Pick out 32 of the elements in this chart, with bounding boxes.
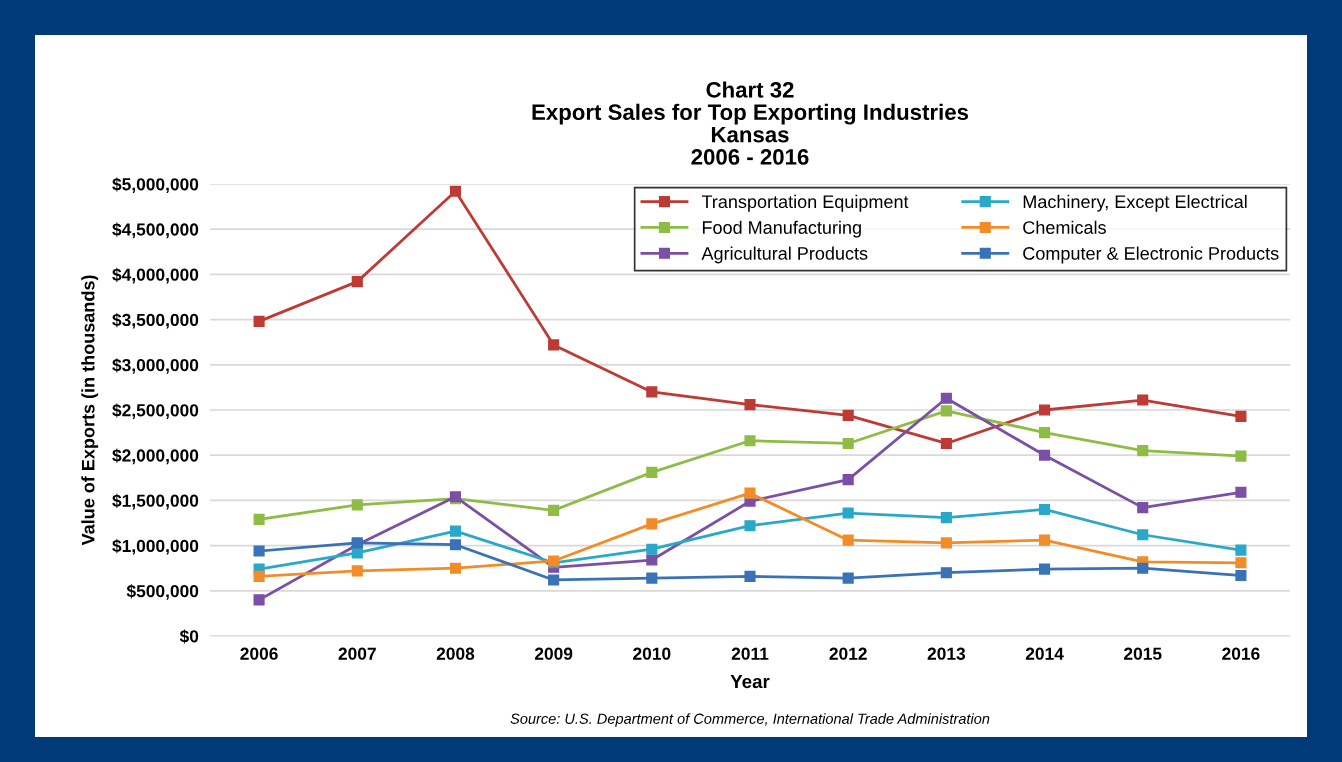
y-tick-label: $1,500,000: [112, 493, 199, 510]
x-tick-label: 2015: [1124, 647, 1162, 660]
legend-label: Transportation Equipment: [701, 194, 909, 212]
legend-label: Computer & Electronic Products: [1023, 246, 1279, 264]
x-tick-label: 2012: [829, 647, 867, 660]
x-axis-title: Year: [730, 675, 770, 689]
x-tick-label: 2007: [338, 647, 376, 660]
y-tick-label: $2,000,000: [112, 448, 199, 465]
x-tick-label: 2009: [534, 647, 573, 660]
x-tick-label: 2016: [1222, 647, 1260, 660]
x-tick-label: 2013: [927, 647, 966, 660]
y-tick-label: $0: [179, 629, 199, 644]
y-tick-label: $2,500,000: [112, 403, 199, 419]
legend-label: Machinery, Except Electrical: [1023, 194, 1247, 212]
x-tick-label: 2014: [1025, 647, 1064, 660]
legend-label: Food Manufacturing: [702, 220, 861, 238]
x-tick-label: 2006: [240, 647, 278, 660]
x-tick-label: 2011: [731, 647, 769, 660]
y-tick-label: $3,000,000: [112, 358, 199, 374]
chart-title: Chart 32 Export Sales for Top Exporting Industries Kansas 2006 - 2016: [532, 81, 969, 165]
x-tick-label: 2008: [436, 647, 475, 660]
x-tick-label: 2010: [633, 647, 671, 660]
legend-label: Agricultural Products: [701, 246, 868, 264]
source-note: Source: U.S. Department of Commerce, International Trade Administration: [510, 713, 990, 727]
y-tick-label: $5,000,000: [112, 177, 199, 193]
y-tick-label: $500,000: [126, 584, 199, 600]
legend-label: Chemicals: [1023, 220, 1106, 234]
y-tick-label: $3,500,000: [112, 313, 199, 329]
y-tick-label: $1,000,000: [112, 539, 199, 555]
y-axis-title: Value of Exports (in thousands): [81, 275, 99, 546]
y-tick-label: $4,500,000: [112, 222, 199, 239]
y-tick-label: $4,000,000: [112, 267, 199, 284]
